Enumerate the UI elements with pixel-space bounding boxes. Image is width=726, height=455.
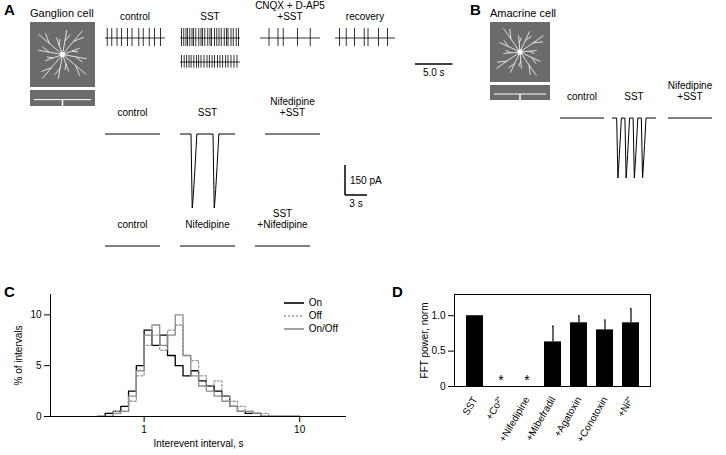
svg-text:recovery: recovery xyxy=(346,11,384,22)
svg-text:+Nifedipine: +Nifedipine xyxy=(257,219,308,230)
svg-text:+SST: +SST xyxy=(277,11,302,22)
html-text:On: On xyxy=(308,297,323,308)
svg-text:FFT power, norm: FFT power, norm xyxy=(419,303,430,379)
svg-text:+Agatoxin: +Agatoxin xyxy=(551,394,584,439)
svg-text:control: control xyxy=(120,11,150,22)
svg-text:+Nifedipine: +Nifedipine xyxy=(496,394,532,444)
svg-text:5.0 s: 5.0 s xyxy=(423,67,445,78)
svg-text:+Ni²⁺: +Ni²⁺ xyxy=(615,394,636,419)
svg-text:+SST: +SST xyxy=(280,107,305,118)
svg-text:+Mibefradil: +Mibefradil xyxy=(523,395,557,443)
svg-text:control: control xyxy=(567,91,597,102)
svg-text:5: 5 xyxy=(36,360,42,371)
svg-text:0.5: 0.5 xyxy=(432,345,446,356)
svg-text:1: 1 xyxy=(141,424,147,435)
svg-text:*: * xyxy=(524,372,530,388)
svg-text:Nifedipine: Nifedipine xyxy=(270,96,315,107)
svg-text:Nifedipine: Nifedipine xyxy=(668,80,713,91)
svg-text:10: 10 xyxy=(294,424,306,435)
svg-text:B: B xyxy=(470,1,481,18)
svg-text:SST: SST xyxy=(198,107,217,118)
svg-text:CNQX + D-AP5: CNQX + D-AP5 xyxy=(255,0,325,11)
html-text:On/Off: On/Off xyxy=(308,323,338,334)
svg-text:10: 10 xyxy=(30,309,42,320)
svg-text:+SST: +SST xyxy=(677,91,702,102)
svg-text:SST: SST xyxy=(460,395,479,417)
svg-text:+Conotoxin: +Conotoxin xyxy=(575,395,610,445)
svg-text:3 s: 3 s xyxy=(349,198,362,209)
svg-text:control: control xyxy=(117,219,147,230)
svg-text:0: 0 xyxy=(440,381,446,392)
svg-text:150 pA: 150 pA xyxy=(350,175,382,186)
svg-text:SST: SST xyxy=(273,208,292,219)
svg-text:0: 0 xyxy=(36,411,42,422)
svg-text:+Co²⁺: +Co²⁺ xyxy=(484,394,507,422)
svg-text:Amacrine cell: Amacrine cell xyxy=(490,7,556,19)
html-text:D: D xyxy=(392,283,403,300)
svg-text:*: * xyxy=(498,372,504,388)
svg-text:% of intervals: % of intervals xyxy=(13,325,24,385)
svg-text:1.0: 1.0 xyxy=(432,310,446,321)
svg-text:Ganglion cell: Ganglion cell xyxy=(30,7,94,19)
svg-text:control: control xyxy=(117,107,147,118)
html-text:Off: Off xyxy=(308,310,322,321)
svg-text:SST: SST xyxy=(200,11,219,22)
svg-text:A: A xyxy=(4,1,15,18)
svg-text:SST: SST xyxy=(624,91,643,102)
svg-text:Nifedipine: Nifedipine xyxy=(185,219,230,230)
svg-text:Interevent interval, s: Interevent interval, s xyxy=(153,438,243,449)
html-text:C: C xyxy=(4,283,15,300)
